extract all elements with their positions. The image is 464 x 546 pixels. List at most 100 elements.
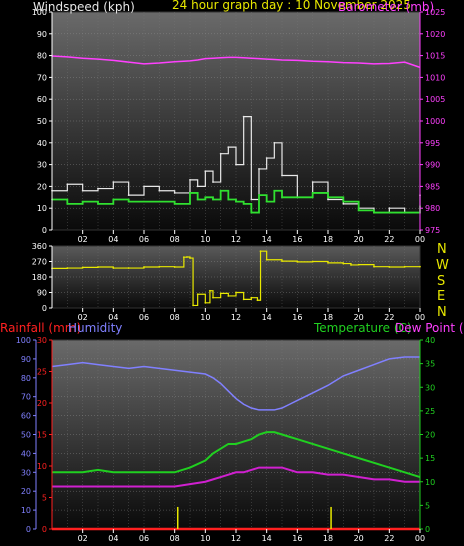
average-wind-point <box>81 200 84 203</box>
rain-y-tick-label: 5 <box>42 494 47 503</box>
direction-point <box>66 267 69 269</box>
direction-point <box>204 301 207 304</box>
direction-point <box>127 267 130 269</box>
barometer-line <box>51 55 421 69</box>
baro-y-tick-label: 1020 <box>425 30 445 39</box>
direction-point <box>342 262 345 265</box>
dewpoint-title: Dew Point (C) <box>395 321 464 335</box>
dir-xtick-label: 00 <box>415 313 425 322</box>
baro-y-tick-label: 1000 <box>425 117 445 126</box>
average-wind-point <box>219 189 222 192</box>
baro-y-tick-label: 975 <box>425 226 440 235</box>
rain-y-tick-label: 20 <box>37 399 47 408</box>
dir-xtick-label: 04 <box>108 313 118 322</box>
gust-point <box>219 152 222 155</box>
rain-y-tick-label: 15 <box>37 431 47 440</box>
humidity-y-tick-label: 20 <box>21 487 31 496</box>
average-wind-point <box>158 200 161 203</box>
direction-point <box>81 266 84 269</box>
baro-y-tick-label: 1025 <box>425 8 445 17</box>
average-wind-point <box>242 202 245 205</box>
dir-y-tick-label: 0 <box>42 304 47 313</box>
temp-y-tick-label: 25 <box>425 407 435 416</box>
gust-point <box>311 181 314 183</box>
direction-point <box>189 257 191 259</box>
humidity-y-tick-label: 50 <box>21 431 31 440</box>
temp-xtick-label: 08 <box>170 534 180 543</box>
rain-y-tick-label: 0 <box>42 525 47 534</box>
baro-y-tick-label: 1005 <box>425 95 445 104</box>
dir-xtick-label: 16 <box>292 313 302 322</box>
baro-y-tick-label: 985 <box>425 182 440 191</box>
average-wind-point <box>357 209 360 212</box>
baro-y-tick-label: 1010 <box>425 73 445 82</box>
dir-xtick-label: 14 <box>262 313 272 322</box>
gust-point <box>342 202 345 205</box>
average-wind-point <box>250 211 253 214</box>
average-wind-point <box>97 202 99 205</box>
gust-point <box>242 115 245 118</box>
temp-xtick-label: 10 <box>200 534 210 543</box>
compass-label-n-bottom: N <box>437 305 447 320</box>
dir-xtick-label: 06 <box>139 313 149 322</box>
humidity-y-tick-label: 0 <box>26 525 31 534</box>
direction-point <box>373 265 375 268</box>
average-wind-point <box>173 202 176 205</box>
direction-point <box>173 266 176 268</box>
temp-xtick-label: 16 <box>292 534 302 543</box>
average-wind-point <box>388 211 391 214</box>
humidity-y-tick-label: 60 <box>21 412 31 421</box>
dir-y-tick-label: 270 <box>32 258 47 267</box>
average-wind-point <box>212 198 214 201</box>
dir-xtick-label: 22 <box>384 313 394 322</box>
humidity-y-tick-label: 70 <box>21 393 31 402</box>
direction-point <box>403 265 406 268</box>
direction-point <box>281 260 283 263</box>
temp-xtick-label: 22 <box>384 534 394 543</box>
direction-point <box>350 264 352 266</box>
gust-point <box>327 198 329 201</box>
average-wind-point <box>327 196 329 199</box>
average-wind-point <box>112 198 115 201</box>
gust-point <box>158 189 161 192</box>
direction-point <box>327 261 329 264</box>
average-wind-point <box>342 200 345 203</box>
gust-point <box>66 183 69 186</box>
compass-label-e: E <box>437 289 445 304</box>
gust-point <box>227 146 230 149</box>
direction-point <box>182 256 185 259</box>
average-wind-point <box>189 192 191 194</box>
average-wind-point <box>281 196 283 199</box>
direction-point <box>158 265 161 268</box>
compass-label-n-top: N <box>437 242 447 257</box>
wind-xtick-label: 20 <box>354 235 364 244</box>
baro-y-tick-label: 980 <box>425 204 440 213</box>
rain-y-tick-label: 10 <box>37 462 47 471</box>
wind-xtick-label: 06 <box>139 235 149 244</box>
gust-point <box>196 185 199 188</box>
direction-point <box>212 296 214 299</box>
temperature-line <box>52 431 421 478</box>
gust-point <box>212 181 214 183</box>
gust-point <box>173 192 176 194</box>
gust-point <box>235 163 237 166</box>
humidity-y-tick-label: 100 <box>16 336 31 345</box>
average-wind-point <box>403 211 406 214</box>
gust-point <box>189 178 191 181</box>
temp-y-tick-label: 20 <box>425 431 435 440</box>
average-wind-point <box>235 200 237 203</box>
direction-point <box>227 295 230 297</box>
gust-point <box>143 185 145 188</box>
dir-y-tick-label: 90 <box>37 289 47 298</box>
average-wind-point <box>273 189 276 192</box>
wind-xtick-label: 08 <box>170 235 180 244</box>
gust-point <box>127 194 130 197</box>
graph-title: 24 hour graph day : 10 November 2025 <box>172 0 411 12</box>
temp-xtick-label: 14 <box>262 534 272 543</box>
average-wind-point <box>296 196 299 199</box>
wind-y-tick-label: 50 <box>37 117 47 126</box>
dir-xtick-label: 20 <box>354 313 364 322</box>
humidity-y-tick-label: 40 <box>21 449 31 458</box>
direction-point <box>259 250 262 253</box>
